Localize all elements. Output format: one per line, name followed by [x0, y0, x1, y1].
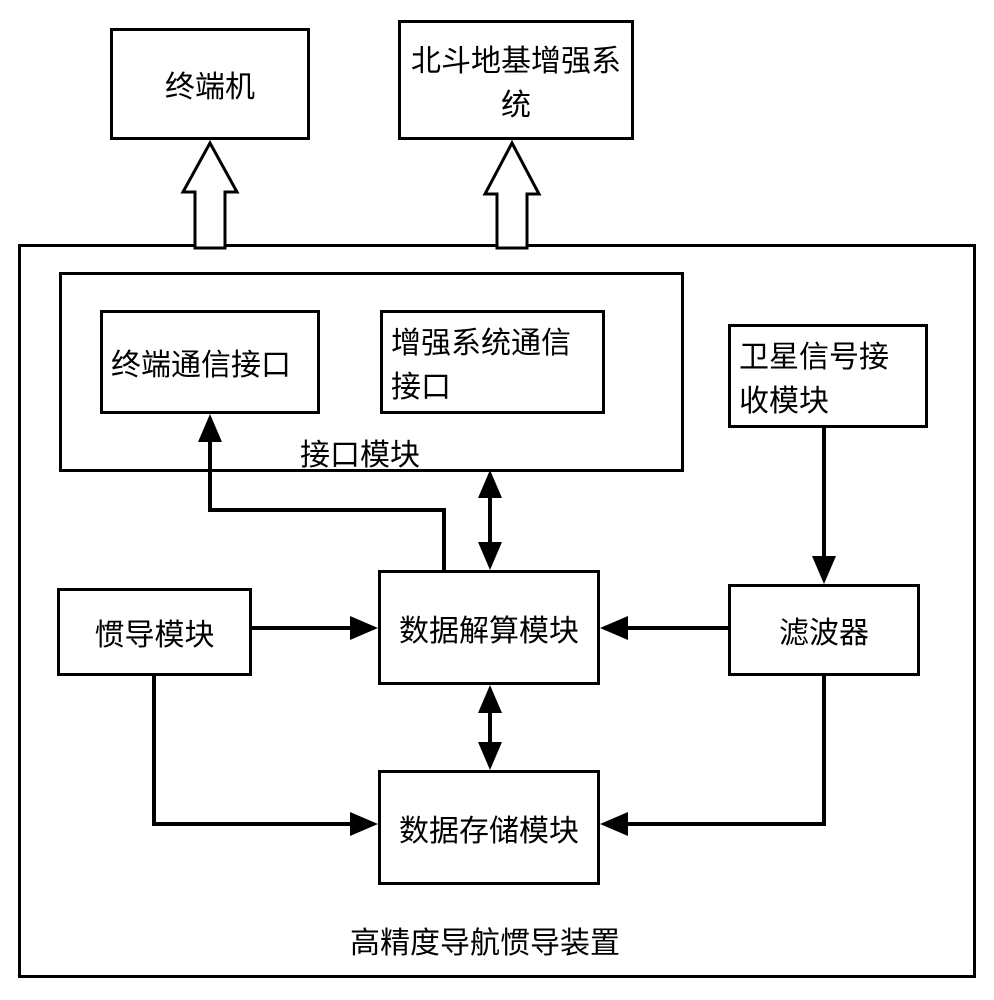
beidou-box: 北斗地基增强系统: [398, 20, 634, 140]
terminal-label: 终端机: [165, 62, 255, 106]
filter-label: 滤波器: [779, 608, 869, 652]
satellite-recv-box: 卫星信号接收模块: [728, 324, 928, 428]
solver-box: 数据解算模块: [378, 570, 600, 685]
terminal-box: 终端机: [110, 28, 310, 140]
filter-box: 滤波器: [728, 584, 920, 676]
enhanced-comm-label: 增强系统通信接口: [391, 318, 594, 406]
terminal-comm-label: 终端通信接口: [111, 340, 291, 384]
terminal-comm-box: 终端通信接口: [100, 310, 320, 414]
storage-label: 数据存储模块: [399, 806, 579, 850]
satellite-recv-label: 卫星信号接收模块: [739, 332, 917, 420]
interface-module-label: 接口模块: [300, 430, 420, 474]
ins-module-box: 惯导模块: [57, 588, 252, 676]
solver-label: 数据解算模块: [399, 606, 579, 650]
device-label: 高精度导航惯导装置: [350, 918, 620, 962]
block-arrow-beidou: [485, 143, 539, 248]
enhanced-comm-box: 增强系统通信接口: [380, 310, 605, 414]
block-arrow-terminal: [183, 143, 237, 248]
storage-box: 数据存储模块: [378, 770, 600, 885]
ins-module-label: 惯导模块: [95, 610, 215, 654]
beidou-label: 北斗地基增强系统: [409, 36, 623, 124]
